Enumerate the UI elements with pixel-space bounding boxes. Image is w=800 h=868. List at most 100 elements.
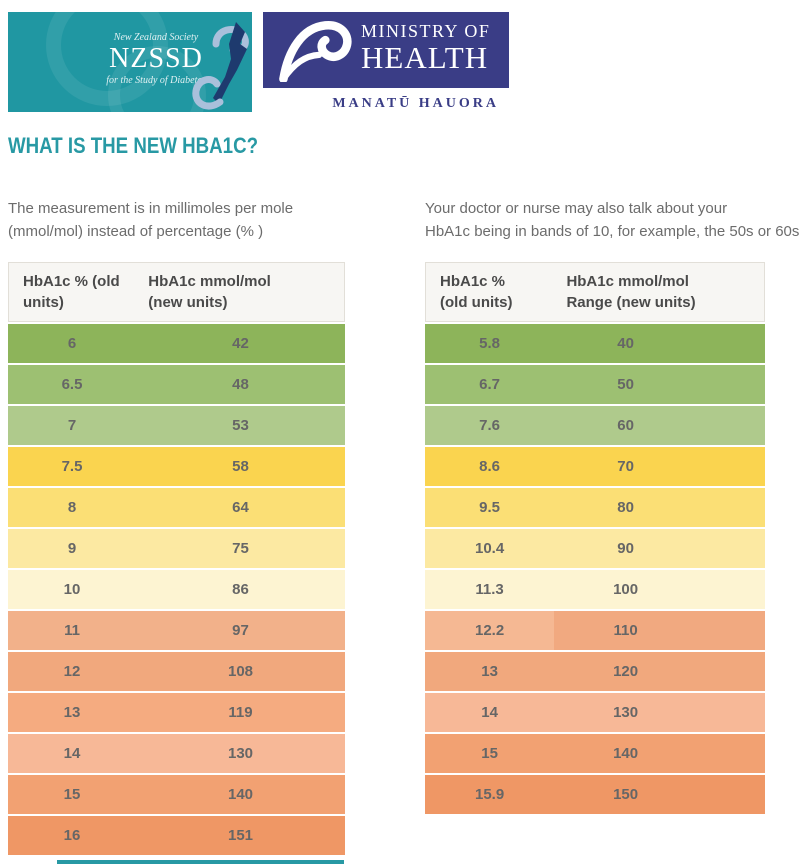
old-units-header: HbA1c % (old units) — [440, 273, 513, 311]
table-row: 11 97 — [8, 611, 345, 650]
old-units-cell: 6 — [8, 324, 137, 363]
nzssd-tagline: for the Study of Diabetes — [106, 75, 206, 87]
table-row: 8.6 70 — [425, 447, 765, 486]
conversion-table-exact: HbA1c % (old units) HbA1c mmol/mol (new … — [8, 262, 345, 855]
old-units-cell: 7.5 — [8, 447, 137, 486]
table-body: 6 42 6.5 48 7 53 7.5 58 8 64 9 75 10 86 11 97 12 108 13 119… — [8, 324, 345, 855]
table-row: 11.3 100 — [425, 570, 765, 609]
old-units-cell: 10 — [8, 570, 137, 609]
conversion-table-bands: HbA1c % (old units) HbA1c mmol/mol Range… — [425, 262, 765, 814]
new-units-cell: 151 — [136, 816, 345, 855]
new-units-header: HbA1c mmol/mol (new units) — [148, 273, 271, 311]
old-units-cell: 14 — [8, 734, 137, 773]
new-units-cell: 50 — [554, 365, 765, 404]
intro-line: The measurement is in millimoles per mol… — [8, 200, 294, 217]
old-units-cell: 9.5 — [425, 488, 555, 527]
table-row: 6 42 — [8, 324, 345, 363]
old-units-cell: 14 — [425, 693, 555, 732]
table-row: 7 53 — [8, 406, 345, 445]
left-column: The measurement is in millimoles per mol… — [8, 197, 345, 857]
new-units-cell: 86 — [136, 570, 345, 609]
new-units-cell: 53 — [136, 406, 345, 445]
old-units-cell: 15.9 — [425, 775, 555, 814]
intro-line: Your doctor or nurse may also talk about… — [425, 200, 728, 217]
new-units-cell: 42 — [136, 324, 345, 363]
new-units-cell: 80 — [554, 488, 765, 527]
bottom-divider — [57, 860, 344, 864]
table-row: 10.4 90 — [425, 529, 765, 568]
table-row: 15.9 150 — [425, 775, 765, 814]
moh-logo-text: MINISTRY OF HEALTH — [361, 21, 490, 75]
table-row: 10 86 — [8, 570, 345, 609]
new-units-cell: 108 — [136, 652, 345, 691]
old-units-cell: 7 — [8, 406, 137, 445]
new-units-cell: 97 — [136, 611, 345, 650]
new-units-cell: 130 — [136, 734, 345, 773]
new-units-cell: 150 — [554, 775, 765, 814]
old-units-cell: 12.2 — [425, 611, 555, 650]
nz-map-koru-icon — [190, 16, 252, 112]
old-units-cell: 9 — [8, 529, 137, 568]
old-units-cell: 13 — [425, 652, 555, 691]
new-units-cell: 100 — [554, 570, 765, 609]
nzssd-logo: New Zealand Society NZSSD for the Study … — [8, 12, 252, 112]
table-row: 5.8 40 — [425, 324, 765, 363]
new-units-cell: 48 — [136, 365, 345, 404]
new-units-cell: 60 — [554, 406, 765, 445]
page-title: WHAT IS THE NEW HBA1C? — [8, 133, 259, 158]
table-row: 12.2 110 — [425, 611, 765, 650]
moh-logo-box: MINISTRY OF HEALTH — [263, 12, 509, 88]
table-body: 5.8 40 6.7 50 7.6 60 8.6 70 9.5 80 10.4 90 11.3 100 12… — [425, 324, 765, 814]
nzssd-acronym: NZSSD — [109, 43, 203, 74]
old-units-cell: 7.6 — [425, 406, 555, 445]
moh-koru-icon — [277, 20, 355, 87]
ministry-of-health-logo: MINISTRY OF HEALTH MANATŪ HAUORA — [263, 12, 509, 112]
table-row: 6.7 50 — [425, 365, 765, 404]
right-intro-paragraph: Your doctor or nurse may also talk about… — [425, 197, 800, 243]
intro-line: (mmol/mol) instead of percentage (% ) — [8, 223, 264, 240]
table-row: 16 151 — [8, 816, 345, 855]
table-row: 6.5 48 — [8, 365, 345, 404]
table-row: 14 130 — [8, 734, 345, 773]
new-units-cell: 90 — [554, 529, 765, 568]
table-row: 7.6 60 — [425, 406, 765, 445]
old-units-cell: 15 — [8, 775, 137, 814]
old-units-cell: 11.3 — [425, 570, 555, 609]
new-units-cell: 40 — [554, 324, 765, 363]
old-units-cell: 6.7 — [425, 365, 555, 404]
nzssd-society-line: New Zealand Society — [113, 32, 199, 43]
old-units-cell: 5.8 — [425, 324, 555, 363]
table-row: 13 120 — [425, 652, 765, 691]
old-units-cell: 8.6 — [425, 447, 555, 486]
new-units-cell: 140 — [554, 734, 765, 773]
table-row: 9 75 — [8, 529, 345, 568]
old-units-header: HbA1c % (old units) — [23, 273, 120, 311]
new-units-cell: 119 — [136, 693, 345, 732]
old-units-cell: 13 — [8, 693, 137, 732]
moh-name-line2: HEALTH — [361, 40, 489, 75]
new-units-cell: 120 — [554, 652, 765, 691]
table-row: 7.5 58 — [8, 447, 345, 486]
new-units-cell: 110 — [554, 611, 765, 650]
new-units-cell: 140 — [136, 775, 345, 814]
left-intro-paragraph: The measurement is in millimoles per mol… — [8, 197, 345, 243]
new-units-cell: 70 — [554, 447, 765, 486]
table-row: 9.5 80 — [425, 488, 765, 527]
new-units-cell: 64 — [136, 488, 345, 527]
table-row: 15 140 — [425, 734, 765, 773]
table-header-row: HbA1c % (old units) HbA1c mmol/mol Range… — [425, 262, 765, 322]
nzssd-logo-text: New Zealand Society NZSSD for the Study … — [96, 32, 216, 86]
old-units-cell: 16 — [8, 816, 137, 855]
new-units-cell: 75 — [136, 529, 345, 568]
old-units-cell: 11 — [8, 611, 137, 650]
table-header-row: HbA1c % (old units) HbA1c mmol/mol (new … — [8, 262, 345, 322]
moh-maori-name: MANATŪ HAUORA — [332, 96, 499, 111]
old-units-cell: 8 — [8, 488, 137, 527]
new-units-cell: 58 — [136, 447, 345, 486]
old-units-cell: 10.4 — [425, 529, 555, 568]
new-units-cell: 130 — [554, 693, 765, 732]
table-row: 8 64 — [8, 488, 345, 527]
table-row: 15 140 — [8, 775, 345, 814]
new-units-header: HbA1c mmol/mol Range (new units) — [566, 273, 696, 311]
